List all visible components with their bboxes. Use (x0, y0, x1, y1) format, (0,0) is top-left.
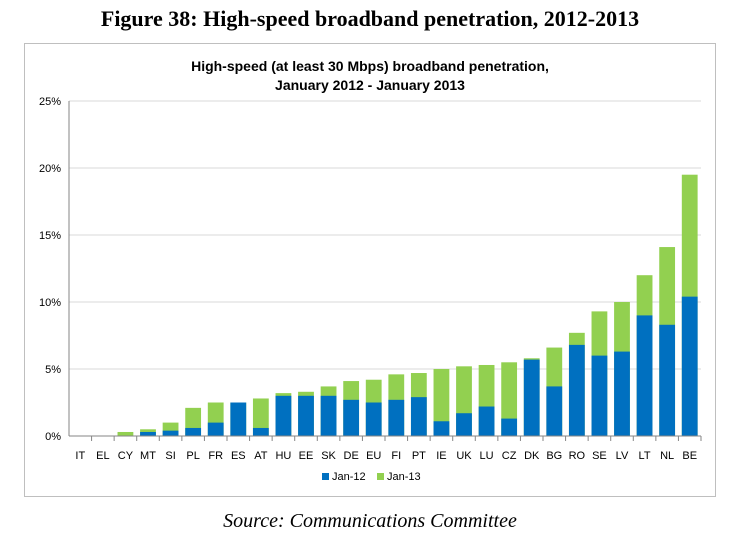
bar-jan13-CY (117, 431, 134, 436)
bar-jan12-SI (162, 430, 179, 436)
bar-jan12-LU (478, 406, 495, 436)
x-tick-label: FI (391, 450, 401, 462)
legend-swatch-Jan-13 (377, 473, 384, 480)
bar-jan12-MT (140, 431, 156, 436)
x-tick-label: PT (412, 450, 426, 462)
x-tick-label: SI (165, 450, 175, 462)
bar-jan12-NL (659, 324, 676, 436)
y-tick-label: 25% (39, 96, 61, 108)
x-tick-label: CZ (502, 450, 517, 462)
bar-jan12-EU (365, 402, 382, 436)
x-tick-label: CY (118, 450, 134, 462)
bar-jan12-SE (591, 355, 608, 436)
bar-jan12-BE (681, 296, 698, 436)
bar-jan13-CZ (501, 362, 518, 436)
bar-jan12-SK (320, 395, 337, 436)
x-tick-label: EU (366, 450, 381, 462)
chart-title-line1: High-speed (at least 30 Mbps) broadband … (191, 58, 549, 74)
bar-jan12-BG (546, 386, 563, 436)
chart-container: High-speed (at least 30 Mbps) broadband … (24, 43, 716, 497)
x-tick-label: ES (231, 450, 246, 462)
x-tick-label: LT (639, 450, 651, 462)
x-tick-label: NL (660, 450, 674, 462)
x-tick-label: LV (616, 450, 629, 462)
bar-jan12-AT (252, 427, 269, 436)
x-tick-label: LU (480, 450, 494, 462)
bar-jan12-FI (388, 399, 405, 436)
legend-label-Jan-12: Jan-12 (332, 471, 366, 483)
x-tick-label: AT (254, 450, 268, 462)
bar-jan12-LV (614, 351, 630, 436)
x-tick-label: HU (275, 450, 291, 462)
source-note: Source: Communications Committee (223, 510, 517, 532)
y-tick-label: 0% (45, 431, 61, 443)
x-tick-label: MT (140, 450, 156, 462)
y-tick-label: 5% (45, 364, 61, 376)
x-tick-label: RO (569, 450, 586, 462)
figure-title: Figure 38: High-speed broadband penetrat… (100, 6, 640, 31)
bar-jan12-IE (433, 421, 450, 436)
y-tick-label: 20% (39, 163, 61, 175)
bar-jan13-AT (252, 398, 269, 436)
chart-title-line2: January 2012 - January 2013 (275, 77, 465, 93)
x-tick-label: UK (456, 450, 472, 462)
legend-label-Jan-13: Jan-13 (387, 471, 421, 483)
bar-jan12-RO (568, 344, 585, 436)
bar-jan12-DE (343, 399, 360, 436)
bar-jan12-PL (185, 427, 202, 436)
bar-jan12-EE (298, 395, 314, 436)
bar-jan12-CZ (501, 418, 518, 436)
x-tick-label: SK (321, 450, 336, 462)
x-tick-label: SE (592, 450, 607, 462)
bar-jan12-ES (230, 402, 247, 436)
bar-jan12-DK (523, 359, 540, 436)
bar-jan12-FR (207, 422, 224, 436)
x-tick-label: PL (186, 450, 199, 462)
y-tick-label: 15% (39, 230, 61, 242)
bar-jan12-LT (636, 315, 653, 436)
bar-chart: High-speed (at least 30 Mbps) broadband … (39, 58, 702, 483)
bar-jan13-IE (433, 369, 450, 436)
x-tick-label: BG (546, 450, 562, 462)
x-tick-label: IT (75, 450, 85, 462)
legend: Jan-12 Jan-13 (322, 471, 421, 483)
x-tick-label: DE (344, 450, 359, 462)
x-tick-label: DK (524, 450, 540, 462)
bar-jan12-PT (410, 397, 427, 436)
y-tick-label: 10% (39, 297, 61, 309)
x-tick-label: IE (436, 450, 446, 462)
x-tick-label: EL (96, 450, 109, 462)
bar-jan12-UK (456, 413, 472, 436)
bar-jan12-HU (275, 395, 292, 436)
x-tick-label: EE (299, 450, 314, 462)
legend-swatch-Jan-12 (322, 473, 329, 480)
x-tick-label: FR (208, 450, 223, 462)
x-tick-label: BE (682, 450, 697, 462)
